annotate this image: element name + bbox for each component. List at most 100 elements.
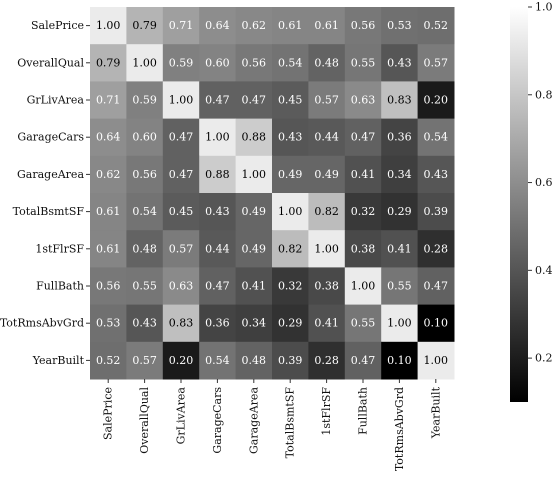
heatmap-cell (162, 7, 200, 45)
cell-value-label: 0.54 (424, 131, 449, 144)
cell-value-label: 0.48 (242, 354, 267, 367)
heatmap-cell (272, 81, 309, 120)
heatmap-cell (235, 304, 273, 343)
cell-value-label: 0.54 (132, 205, 157, 218)
column-label: SalePrice (102, 387, 115, 440)
cell-value-label: 0.49 (242, 242, 267, 255)
heatmap-cell (90, 81, 127, 120)
cell-value-label: 0.41 (242, 280, 267, 293)
heatmap-cell (344, 155, 382, 194)
heatmap-cell (308, 44, 346, 82)
column-label: GarageCars (211, 387, 224, 454)
heatmap-cell (235, 341, 273, 380)
cell-value-label: 0.83 (169, 317, 194, 330)
heatmap-cell (90, 155, 127, 194)
cell-value-label: 0.60 (205, 56, 230, 69)
heatmap-cell (126, 7, 164, 45)
heatmap-cell (90, 341, 127, 380)
cell-value-label: 0.53 (96, 317, 121, 330)
heatmap-cell (272, 193, 309, 231)
cell-value-label: 0.64 (96, 131, 121, 144)
cell-value-label: 0.20 (424, 94, 449, 107)
heatmap-cell (126, 230, 164, 268)
heatmap-cell (162, 230, 200, 268)
cell-value-label: 0.54 (278, 56, 303, 69)
cell-value-label: 0.45 (169, 205, 194, 218)
cell-value-label: 0.52 (424, 19, 449, 32)
heatmap-cell (199, 44, 237, 82)
cell-value-label: 1.00 (351, 280, 376, 293)
cell-value-label: 0.53 (387, 19, 412, 32)
cell-value-label: 0.59 (132, 94, 157, 107)
heatmap-cell (235, 118, 273, 157)
cell-value-label: 0.56 (242, 56, 267, 69)
heatmap-cell (90, 7, 127, 45)
cell-value-label: 1.00 (132, 56, 157, 69)
row-label: FullBath (36, 280, 84, 293)
heatmap-cell (162, 193, 200, 231)
heatmap-cell (126, 341, 164, 380)
cell-value-label: 1.00 (387, 317, 412, 330)
cell-value-label: 0.43 (132, 317, 157, 330)
row-label: SalePrice (31, 19, 84, 32)
column-label: GrLivArea (175, 387, 188, 445)
cell-value-label: 0.47 (169, 168, 194, 181)
cell-value-label: 1.00 (205, 131, 230, 144)
heatmap-cell (162, 155, 200, 194)
heatmap-cell (344, 341, 382, 380)
cell-value-label: 0.63 (351, 94, 376, 107)
cell-value-label: 0.43 (205, 205, 230, 218)
heatmap-cell (344, 230, 382, 268)
heatmap-cell (199, 230, 237, 268)
colorbar-gradient (510, 7, 528, 402)
row-label: GrLivArea (27, 94, 85, 107)
cell-value-label: 0.59 (169, 56, 194, 69)
cell-value-label: 0.41 (351, 168, 376, 181)
cell-value-label: 1.00 (278, 205, 303, 218)
heatmap-cell (126, 304, 164, 343)
heatmap-cell (344, 304, 382, 343)
heatmap-cell (272, 230, 309, 268)
cell-value-label: 0.47 (351, 354, 376, 367)
heatmap-cell (199, 81, 237, 120)
cell-value-label: 0.39 (278, 354, 303, 367)
heatmap-cell (381, 304, 419, 343)
column-label: GarageArea (247, 387, 260, 454)
colorbar-tick-label: 0.6 (535, 176, 553, 189)
heatmap-cell (199, 118, 237, 157)
row-label: TotRmsAbvGrd (0, 317, 84, 330)
cell-value-label: 0.79 (96, 56, 121, 69)
heatmap-cell (381, 155, 419, 194)
cell-value-label: 0.20 (169, 354, 194, 367)
cell-value-label: 0.36 (205, 317, 230, 330)
row-label: GarageCars (17, 131, 84, 144)
cell-value-label: 0.10 (387, 354, 412, 367)
heatmap-cell (90, 44, 127, 82)
heatmap-cell (308, 267, 346, 306)
cell-value-label: 0.55 (387, 280, 412, 293)
cell-value-label: 0.29 (387, 205, 412, 218)
heatmap-cell (272, 7, 309, 45)
heatmap-cell (381, 341, 419, 380)
cell-value-label: 0.52 (96, 354, 121, 367)
heatmap-cell (126, 267, 164, 306)
cell-value-label: 0.47 (169, 131, 194, 144)
heatmap-cells (90, 7, 455, 380)
cell-value-label: 0.43 (278, 131, 303, 144)
cell-value-label: 0.28 (314, 354, 339, 367)
heatmap-cell (235, 193, 273, 231)
heatmap-cell (272, 304, 309, 343)
cell-value-label: 0.71 (96, 94, 121, 107)
row-label: YearBuilt (32, 354, 85, 367)
heatmap-cell (235, 267, 273, 306)
cell-value-label: 0.43 (424, 168, 449, 181)
heatmap-cell (344, 7, 382, 45)
heatmap-cell (235, 230, 273, 268)
cell-value-label: 0.39 (424, 205, 449, 218)
cell-value-label: 0.63 (169, 280, 194, 293)
heatmap-cell (381, 230, 419, 268)
heatmap-cell (199, 341, 237, 380)
cell-value-label: 0.44 (205, 242, 230, 255)
cell-value-label: 0.44 (314, 131, 339, 144)
